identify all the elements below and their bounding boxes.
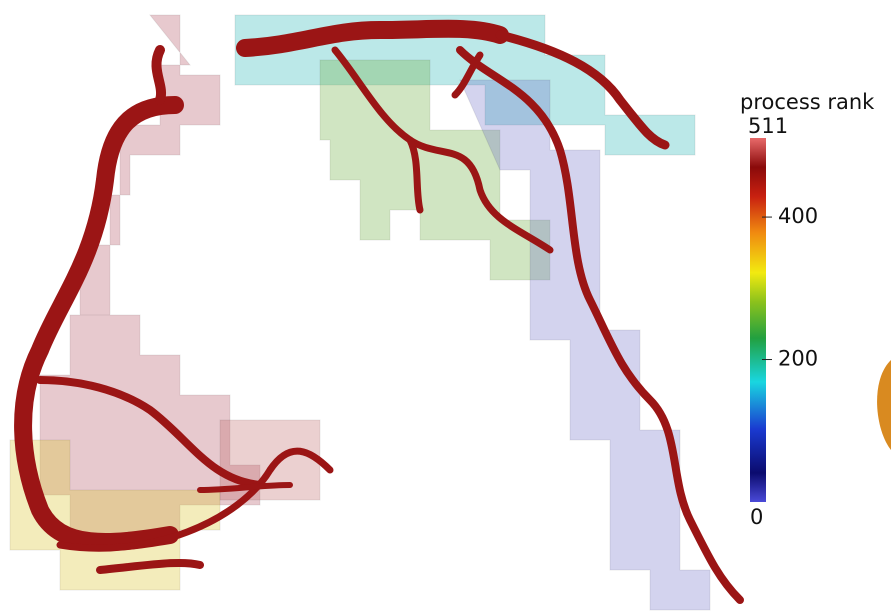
colorbar: process rank 0 200 400 511	[740, 90, 875, 529]
colorbar-max-label: 511	[748, 114, 788, 138]
colorbar-tick-label: 400	[778, 204, 818, 228]
right-vessel-boxes	[235, 15, 710, 610]
colorbar-min-label: 0	[750, 505, 763, 529]
colorbar-title: process rank	[740, 90, 875, 114]
colorbar-tick-label: 200	[778, 347, 818, 371]
colorbar-gradient	[750, 138, 766, 502]
visualization: process rank 0 200 400 511	[0, 0, 891, 613]
partial-object	[877, 360, 891, 450]
